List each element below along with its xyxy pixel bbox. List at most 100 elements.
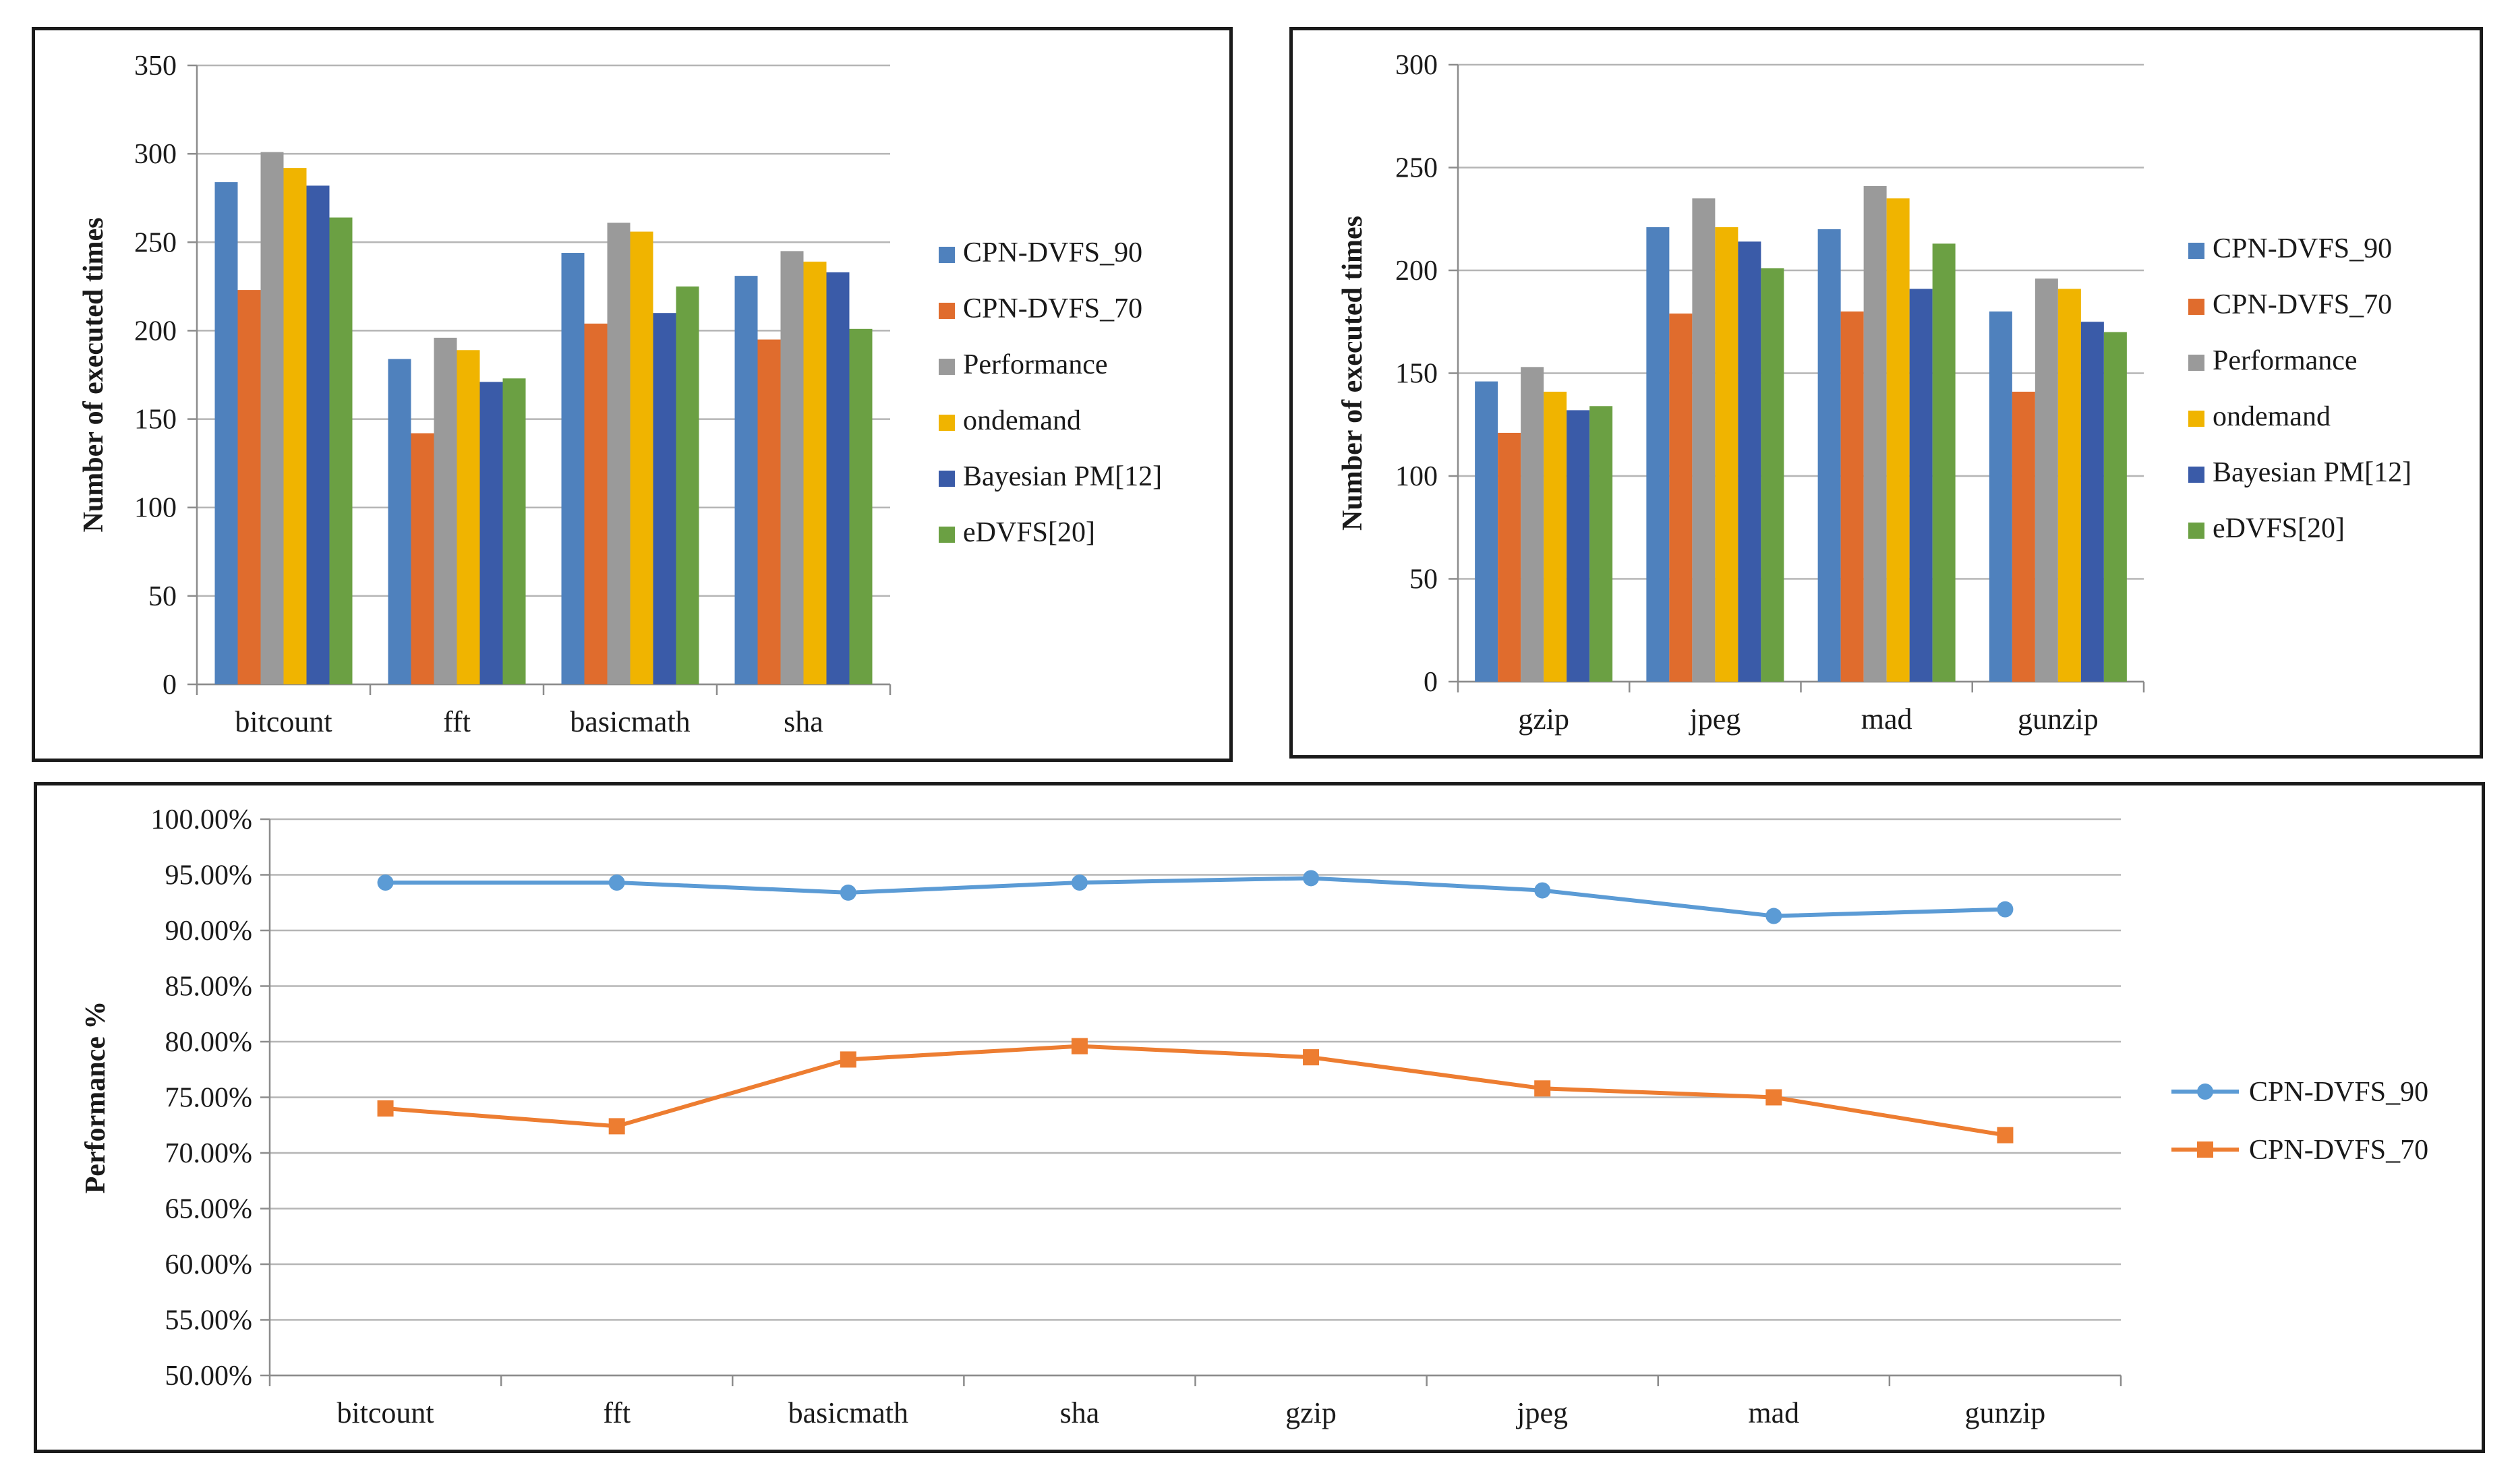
bar-cpn-dvfs-70-fft	[411, 433, 434, 684]
bar-chart-right-panel: 0 50 100 150 200 250 300 gzip jpeg mad gunzip Numbe…	[1289, 27, 2483, 759]
legend-swatch-edvfs-20	[2188, 523, 2204, 539]
series-line-cpn-dvfs-90	[385, 876, 2006, 918]
point-cpn-dvfs-70-bitcount	[377, 1100, 394, 1117]
legend-label-edvfs-20: eDVFS[20]	[963, 517, 1095, 548]
bar-edvfs-20-jpeg	[1761, 268, 1784, 682]
bar-bayesian-pm-12-sha	[826, 272, 850, 685]
legend-swatch-cpn-dvfs-70	[939, 303, 955, 319]
x-tick-label: bitcount	[235, 705, 332, 738]
point-cpn-dvfs-90-gunzip	[1997, 901, 2014, 918]
bar-edvfs-20-gunzip	[2103, 332, 2127, 682]
bar-chart-right: 0 50 100 150 200 250 300 gzip jpeg mad gunzip Numbe…	[1337, 50, 2411, 736]
x-tick-label: gzip	[1285, 1396, 1337, 1429]
y-tick-label: 50	[148, 581, 177, 612]
y-axis-title: Performance %	[80, 1001, 111, 1194]
y-tick-label: 150	[134, 405, 177, 436]
x-tick-label: sha	[1060, 1396, 1100, 1429]
point-cpn-dvfs-90-sha	[1071, 874, 1088, 891]
x-tick-label: mad	[1861, 703, 1912, 736]
y-tick-label: 100.00%	[151, 804, 253, 835]
x-tick-label: jpeg	[1688, 703, 1741, 736]
bar-cpn-dvfs-70-gzip	[1498, 432, 1521, 682]
bar-cpn-dvfs-70-bitcount	[237, 290, 261, 684]
point-cpn-dvfs-90-mad	[1765, 908, 1782, 924]
bar-performance-gzip	[1521, 367, 1544, 682]
bar-cpn-dvfs-70-basicmath	[584, 323, 608, 684]
y-tick-label: 200	[1395, 256, 1438, 287]
bar-ondemand-sha	[803, 262, 827, 684]
legend-label-cpn-dvfs-70: CPN-DVFS_70	[963, 293, 1142, 324]
legend-label-bayesian-pm-12: Bayesian PM[12]	[963, 461, 1162, 492]
point-cpn-dvfs-70-basicmath	[840, 1051, 856, 1068]
legend-swatch-cpn-dvfs-90	[2188, 243, 2204, 259]
y-tick-label: 350	[134, 51, 177, 82]
bar-performance-fft	[434, 337, 457, 684]
legend-swatch-bayesian-pm-12	[939, 471, 955, 487]
x-tick-label: gunzip	[1965, 1396, 2046, 1429]
bar-cpn-dvfs-90-bitcount	[214, 182, 238, 684]
y-tick-label: 95.00%	[165, 860, 253, 891]
legend-label-performance: Performance	[963, 349, 1108, 380]
bar-cpn-dvfs-90-jpeg	[1646, 227, 1670, 682]
y-tick-label: 0	[163, 670, 177, 701]
legend-swatch-ondemand	[939, 415, 955, 431]
point-cpn-dvfs-90-fft	[608, 874, 625, 891]
point-cpn-dvfs-70-gzip	[1303, 1049, 1320, 1066]
performance-line-chart: 50.00% 55.00% 60.00% 65.00% 70.00% 75.00% 80.0…	[80, 804, 2428, 1429]
bar-cpn-dvfs-70-jpeg	[1669, 314, 1693, 682]
line-chart-panel: 50.00% 55.00% 60.00% 65.00% 70.00% 75.00% 80.0…	[34, 782, 2485, 1453]
point-cpn-dvfs-70-gunzip	[1997, 1127, 2014, 1144]
legend-label-edvfs-20: eDVFS[20]	[2213, 513, 2345, 544]
y-tick-label: 250	[1395, 153, 1438, 184]
bar-cpn-dvfs-90-gunzip	[1989, 311, 2012, 682]
bar-bayesian-pm-12-jpeg	[1738, 241, 1761, 682]
x-tick-label: mad	[1748, 1396, 1799, 1429]
legend-swatch-bayesian-pm-12	[2188, 467, 2204, 483]
legend-label-cpn-dvfs-90: CPN-DVFS_90	[2249, 1077, 2428, 1108]
bar-ondemand-fft	[457, 350, 480, 684]
bar-cpn-dvfs-70-gunzip	[2012, 391, 2035, 682]
legend-swatch-ondemand	[2188, 411, 2204, 427]
y-tick-label: 200	[134, 316, 177, 347]
bar-edvfs-20-fft	[502, 378, 526, 684]
point-cpn-dvfs-70-mad	[1765, 1089, 1782, 1106]
bar-edvfs-20-basicmath	[676, 286, 699, 684]
point-cpn-dvfs-90-basicmath	[840, 884, 856, 901]
legend-swatch-performance	[2188, 355, 2204, 371]
series-line-cpn-dvfs-70	[385, 1044, 2006, 1137]
bar-cpn-dvfs-90-basicmath	[561, 253, 585, 685]
bar-edvfs-20-mad	[1932, 243, 1956, 682]
bar-cpn-dvfs-70-mad	[1840, 311, 1864, 682]
bar-ondemand-gunzip	[2057, 289, 2081, 682]
bar-bayesian-pm-12-fft	[479, 382, 503, 684]
bar-bayesian-pm-12-gzip	[1567, 410, 1590, 682]
x-tick-label: sha	[784, 705, 823, 738]
bar-cpn-dvfs-90-sha	[734, 276, 758, 684]
bar-performance-gunzip	[2035, 278, 2058, 682]
y-tick-label: 75.00%	[165, 1083, 253, 1114]
x-tick-label: fft	[603, 1396, 631, 1429]
bar-chart-left: 0 50 100 150 200 250 300 350 bitcount fft basicmat…	[78, 51, 1162, 738]
y-tick-label: 0	[1424, 667, 1438, 698]
legend-swatch-cpn-dvfs-70	[2188, 299, 2204, 315]
y-tick-label: 70.00%	[165, 1138, 253, 1169]
bar-ondemand-mad	[1886, 198, 1910, 682]
point-cpn-dvfs-90-gzip	[1303, 870, 1320, 887]
y-tick-label: 100	[1395, 461, 1438, 492]
y-tick-label: 85.00%	[165, 972, 253, 1003]
bar-performance-sha	[780, 251, 804, 684]
legend-label-ondemand: ondemand	[2213, 401, 2331, 432]
y-axis-title: Number of executed times	[78, 218, 109, 533]
point-cpn-dvfs-90-jpeg	[1534, 882, 1551, 899]
bar-edvfs-20-sha	[849, 328, 873, 684]
point-cpn-dvfs-70-fft	[608, 1118, 625, 1135]
x-tick-label: gunzip	[2018, 703, 2099, 736]
x-tick-label: basicmath	[788, 1396, 908, 1429]
y-tick-label: 65.00%	[165, 1194, 253, 1225]
bar-performance-jpeg	[1692, 198, 1716, 682]
bar-ondemand-bitcount	[283, 168, 307, 684]
bar-chart-left-panel: 0 50 100 150 200 250 300 350 bitcount fft basicmat…	[32, 27, 1233, 762]
x-tick-label: bitcount	[337, 1396, 434, 1429]
bar-cpn-dvfs-90-mad	[1817, 229, 1841, 682]
bar-bayesian-pm-12-gunzip	[2080, 322, 2104, 682]
